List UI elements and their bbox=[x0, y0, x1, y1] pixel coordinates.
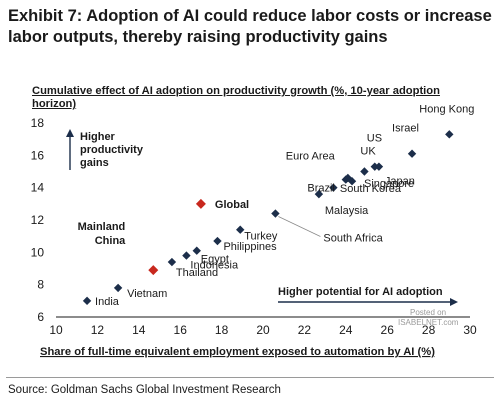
point-egypt bbox=[192, 246, 201, 255]
label-turkey: Turkey bbox=[244, 231, 278, 243]
label-singapore: Singapore bbox=[364, 178, 414, 190]
label-japan: Japan bbox=[385, 176, 415, 188]
y-tick-label: 18 bbox=[31, 116, 45, 130]
point-vietnam bbox=[113, 283, 123, 293]
point-global bbox=[195, 198, 206, 209]
label-euro-area: Euro Area bbox=[286, 151, 336, 163]
x-tick-label: 30 bbox=[463, 323, 477, 337]
label-brazil: Brazil bbox=[307, 183, 335, 195]
label-india: India bbox=[95, 296, 120, 308]
south-africa-leader bbox=[278, 216, 321, 237]
y-arrow-label-line: productivity bbox=[80, 144, 144, 156]
y-arrow-head bbox=[66, 129, 74, 137]
watermark-line2: ISABELNET.com bbox=[398, 318, 459, 327]
label-line: Mainland bbox=[78, 221, 126, 233]
x-arrow-label: Higher potential for AI adoption bbox=[278, 286, 443, 298]
watermark-line1: Posted on bbox=[410, 308, 446, 317]
y-tick-label: 8 bbox=[37, 278, 44, 292]
y-tick-label: 16 bbox=[31, 148, 45, 162]
annotations: Higher productivity gains Higher potential … bbox=[66, 129, 458, 306]
label-philippines: Philippines bbox=[223, 241, 277, 253]
label-uk: UK bbox=[360, 146, 376, 158]
divider bbox=[6, 377, 494, 378]
label-mainland-china: Mainland China bbox=[78, 221, 127, 247]
label-us: US bbox=[367, 133, 382, 145]
point-mainland-china bbox=[148, 265, 159, 276]
y-arrow-label-line: gains bbox=[80, 157, 109, 169]
x-tick-label: 26 bbox=[381, 323, 395, 337]
source-note: Source: Goldman Sachs Global Investment … bbox=[8, 384, 281, 396]
point-south-africa bbox=[271, 209, 280, 218]
point-hong-kong bbox=[445, 130, 454, 139]
x-tick-label: 18 bbox=[215, 323, 229, 337]
label-south-korea: South Korea bbox=[340, 183, 402, 195]
label-egypt: Egypt bbox=[201, 254, 229, 266]
point-india bbox=[82, 296, 92, 306]
x-arrow-head bbox=[450, 298, 458, 306]
point-indonesia bbox=[182, 251, 191, 260]
chart-title: Exhibit 7: Adoption of AI could reduce l… bbox=[8, 7, 492, 46]
x-tick-label: 16 bbox=[174, 323, 188, 337]
x-tick-label: 12 bbox=[91, 323, 105, 337]
y-axis-label: Cumulative effect of AI adoption on prod… bbox=[32, 85, 440, 110]
x-tick-label: 22 bbox=[298, 323, 312, 337]
point-south-korea bbox=[343, 173, 353, 183]
y-tick-label: 6 bbox=[37, 310, 44, 324]
point-israel bbox=[407, 149, 417, 158]
x-tick-label: 24 bbox=[339, 323, 353, 337]
x-tick-label: 28 bbox=[422, 323, 436, 337]
y-arrow-label-line: Higher bbox=[80, 131, 116, 143]
label-global: Global bbox=[215, 199, 249, 211]
y-tick-label: 14 bbox=[31, 181, 45, 195]
y-arrow-label: Higher productivity gains bbox=[80, 131, 144, 169]
point-turkey bbox=[236, 225, 245, 234]
point-thailand bbox=[167, 257, 177, 267]
y-tick-label: 12 bbox=[31, 213, 45, 227]
label-israel: Israel bbox=[392, 123, 419, 135]
label-south-africa: South Africa bbox=[323, 233, 383, 245]
point-philippines bbox=[213, 236, 222, 246]
data-points bbox=[82, 130, 454, 306]
x-tick-label: 20 bbox=[256, 323, 270, 337]
point-uk bbox=[360, 167, 369, 176]
label-vietnam: Vietnam bbox=[127, 288, 167, 300]
point-malaysia bbox=[314, 189, 324, 199]
axes: 6 8 10 12 14 16 18 10 12 14 16 18 20 22 24 26 28 30 bbox=[31, 116, 477, 337]
x-tick-label: 14 bbox=[132, 323, 146, 337]
label-hong-kong: Hong Kong bbox=[419, 103, 474, 115]
x-axis-label: Share of full-time equivalent employment… bbox=[40, 346, 435, 358]
label-malaysia: Malaysia bbox=[325, 205, 369, 217]
point-labels: India Vietnam Mainland China ThailandIndones… bbox=[78, 103, 475, 308]
label-thailand: Thailand bbox=[176, 267, 218, 279]
y-tick-label: 10 bbox=[31, 245, 45, 259]
point-brazil bbox=[329, 183, 338, 192]
point-japan bbox=[374, 162, 384, 171]
x-tick-label: 10 bbox=[49, 323, 63, 337]
label-line: China bbox=[95, 235, 126, 247]
label-indonesia: Indonesia bbox=[190, 260, 239, 272]
